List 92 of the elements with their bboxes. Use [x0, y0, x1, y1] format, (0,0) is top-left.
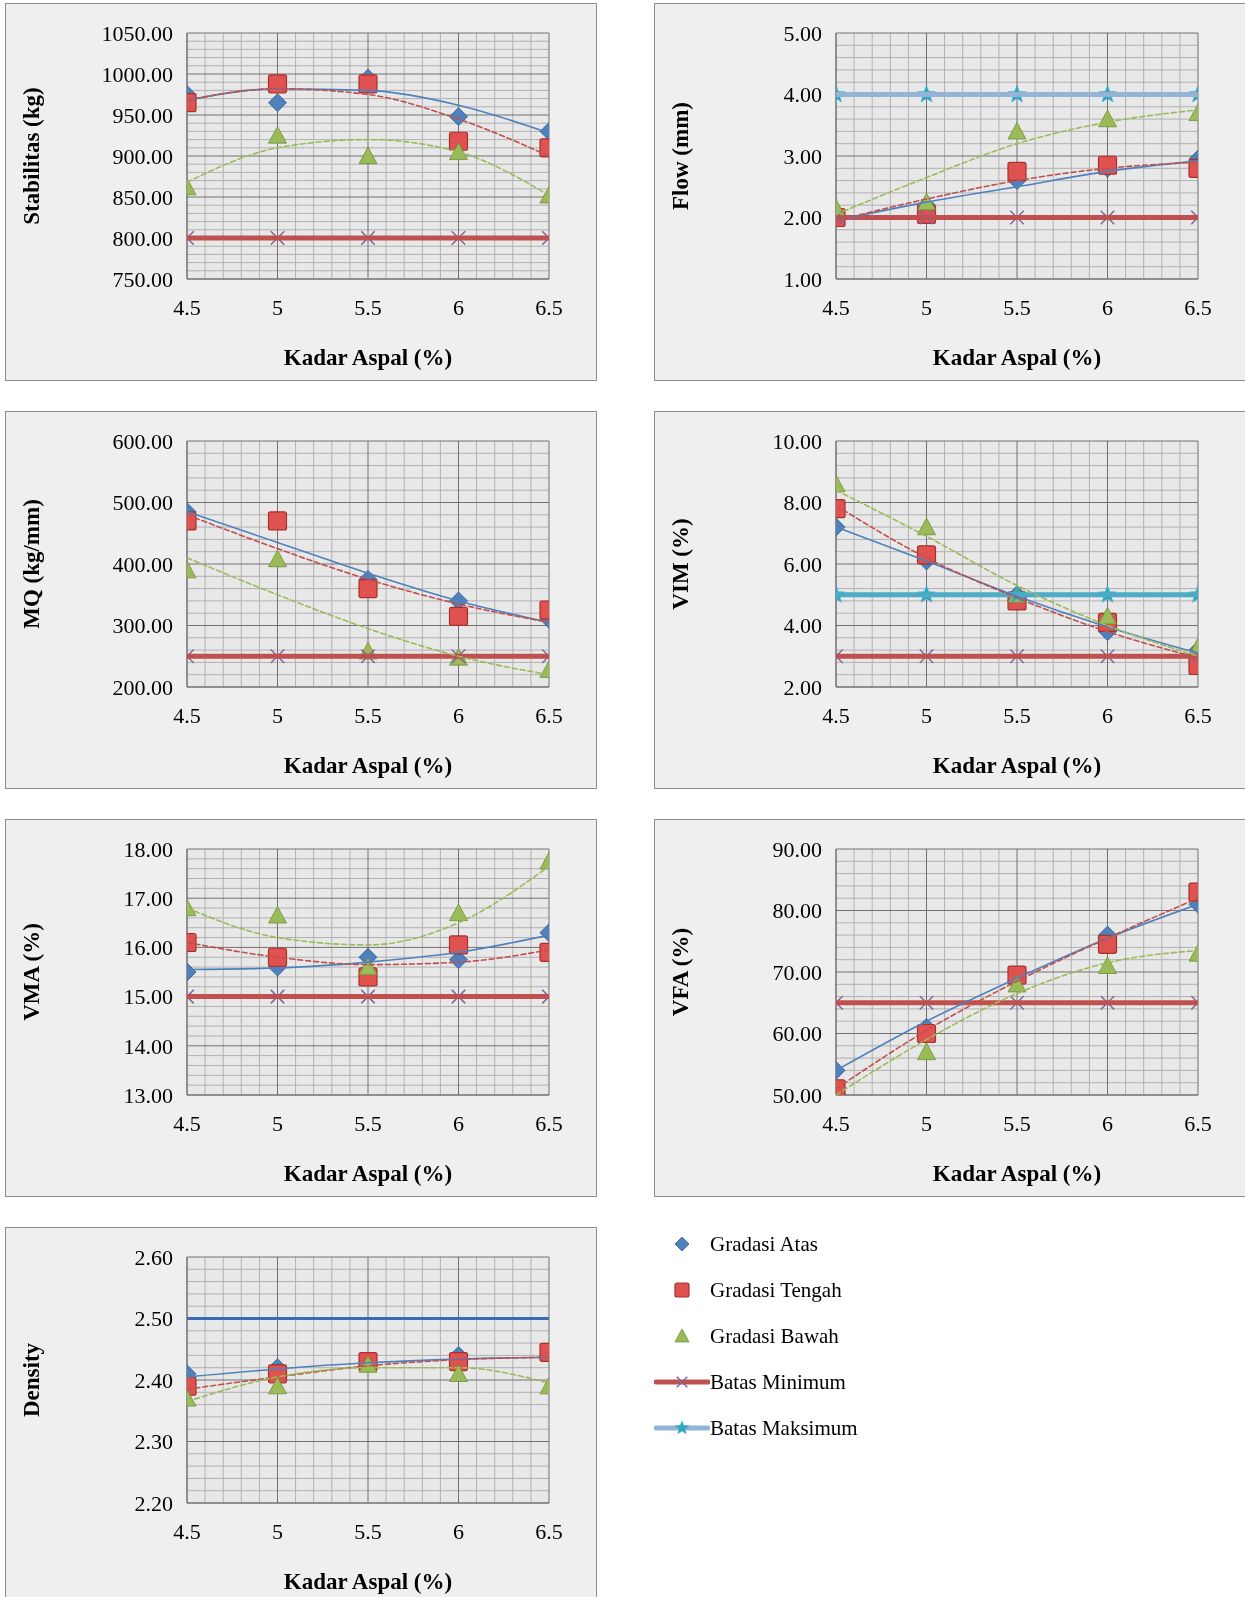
y-tick-label: 2.50: [134, 1306, 173, 1332]
y-tick-label: 60.00: [772, 1021, 822, 1047]
y-tick-label: 750.00: [112, 266, 173, 292]
x-tick-label: 4.5: [173, 1518, 201, 1544]
y-axis-title: Flow (mm): [668, 102, 694, 210]
y-tick-label: 1.00: [783, 266, 822, 292]
y-tick-label: 2.20: [134, 1490, 173, 1516]
y-tick-label: 14.00: [123, 1033, 173, 1059]
x-axis-title: Kadar Aspal (%): [283, 345, 453, 370]
legend-label: Batas Minimum: [710, 1369, 846, 1395]
x-axis-title: Kadar Aspal (%): [932, 345, 1102, 370]
x-tick-label: 6.5: [535, 294, 563, 320]
x-tick-label: 5.5: [1003, 1110, 1031, 1136]
y-tick-label: 4.00: [783, 82, 822, 108]
y-tick-label: 6.00: [783, 551, 822, 577]
y-tick-label: 4.00: [783, 613, 822, 639]
y-tick-label: 300.00: [112, 613, 173, 639]
y-tick-label: 400.00: [112, 551, 173, 577]
x-tick-label: 6: [1102, 702, 1113, 728]
x-tick-label: 6: [453, 702, 464, 728]
x-tick-label: 5: [921, 1110, 932, 1136]
x-tick-label: 6.5: [1184, 294, 1212, 320]
x-tick-label: 4.5: [822, 702, 850, 728]
x-tick-label: 6: [453, 1518, 464, 1544]
x-tick-label: 5.5: [1003, 702, 1031, 728]
y-tick-label: 950.00: [112, 102, 173, 128]
x-tick-label: 4.5: [173, 702, 201, 728]
y-tick-label: 1000.00: [101, 61, 173, 87]
x-tick-label: 6: [1102, 294, 1113, 320]
x-tick-label: 5: [921, 294, 932, 320]
y-tick-label: 18.00: [123, 836, 173, 862]
y-tick-label: 900.00: [112, 143, 173, 169]
x-tick-label: 6.5: [535, 1110, 563, 1136]
legend-label: Batas Maksimum: [710, 1415, 858, 1441]
y-tick-label: 10.00: [772, 428, 822, 454]
y-tick-label: 2.30: [134, 1429, 173, 1455]
x-tick-label: 6.5: [535, 702, 563, 728]
y-tick-label: 13.00: [123, 1082, 173, 1108]
y-axis-title: MQ (kg/mm): [19, 499, 45, 629]
x-tick-label: 6: [453, 1110, 464, 1136]
x-axis-title: Kadar Aspal (%): [283, 1161, 453, 1186]
y-axis-title: Stabilitas (kg): [19, 87, 45, 225]
x-tick-label: 4.5: [173, 294, 201, 320]
x-tick-label: 5.5: [1003, 294, 1031, 320]
y-axis-title: VIM (%): [668, 518, 694, 610]
x-tick-label: 5: [272, 1518, 283, 1544]
y-tick-label: 1050.00: [101, 20, 173, 46]
x-axis-title: Kadar Aspal (%): [932, 753, 1102, 778]
x-tick-label: 5: [272, 294, 283, 320]
legend-label: Gradasi Bawah: [710, 1323, 839, 1349]
x-tick-label: 6.5: [1184, 1110, 1212, 1136]
y-tick-label: 70.00: [772, 959, 822, 985]
x-tick-label: 4.5: [173, 1110, 201, 1136]
x-axis-title: Kadar Aspal (%): [932, 1161, 1102, 1186]
y-tick-label: 2.60: [134, 1244, 173, 1270]
x-tick-label: 5.5: [354, 702, 382, 728]
y-tick-label: 17.00: [123, 886, 173, 912]
y-tick-label: 2.00: [783, 205, 822, 231]
x-tick-label: 5.5: [354, 294, 382, 320]
x-tick-label: 5: [921, 702, 932, 728]
y-tick-label: 2.40: [134, 1367, 173, 1393]
y-tick-label: 5.00: [783, 20, 822, 46]
y-tick-label: 500.00: [112, 490, 173, 516]
x-tick-label: 6: [1102, 1110, 1113, 1136]
legend-label: Gradasi Tengah: [710, 1277, 842, 1303]
legend-label: Gradasi Atas: [710, 1231, 818, 1257]
y-tick-label: 3.00: [783, 143, 822, 169]
x-tick-label: 5.5: [354, 1110, 382, 1136]
y-tick-label: 800.00: [112, 225, 173, 251]
x-tick-label: 5: [272, 702, 283, 728]
x-tick-label: 6.5: [1184, 702, 1212, 728]
x-tick-label: 4.5: [822, 1110, 850, 1136]
x-tick-label: 6.5: [535, 1518, 563, 1544]
y-axis-title: VFA (%): [668, 927, 694, 1017]
y-tick-label: 8.00: [783, 490, 822, 516]
x-axis-title: Kadar Aspal (%): [283, 1569, 453, 1594]
y-tick-label: 2.00: [783, 674, 822, 700]
x-axis-title: Kadar Aspal (%): [283, 753, 453, 778]
x-tick-label: 4.5: [822, 294, 850, 320]
x-tick-label: 6: [453, 294, 464, 320]
y-tick-label: 80.00: [772, 898, 822, 924]
y-axis-title: Density: [19, 1342, 45, 1418]
y-tick-label: 600.00: [112, 428, 173, 454]
y-tick-label: 50.00: [772, 1082, 822, 1108]
x-tick-label: 5: [272, 1110, 283, 1136]
y-tick-label: 16.00: [123, 935, 173, 961]
y-tick-label: 200.00: [112, 674, 173, 700]
y-axis-title: VMA (%): [19, 923, 45, 1021]
y-tick-label: 15.00: [123, 984, 173, 1010]
y-tick-label: 90.00: [772, 836, 822, 862]
y-tick-label: 850.00: [112, 184, 173, 210]
x-tick-label: 5.5: [354, 1518, 382, 1544]
